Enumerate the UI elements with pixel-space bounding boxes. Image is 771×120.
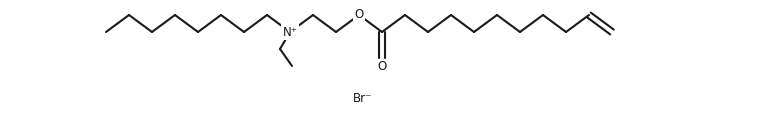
Text: O: O	[355, 9, 364, 21]
Text: O: O	[377, 60, 386, 73]
Text: Br⁻: Br⁻	[352, 92, 372, 105]
Text: N⁺: N⁺	[282, 26, 298, 39]
